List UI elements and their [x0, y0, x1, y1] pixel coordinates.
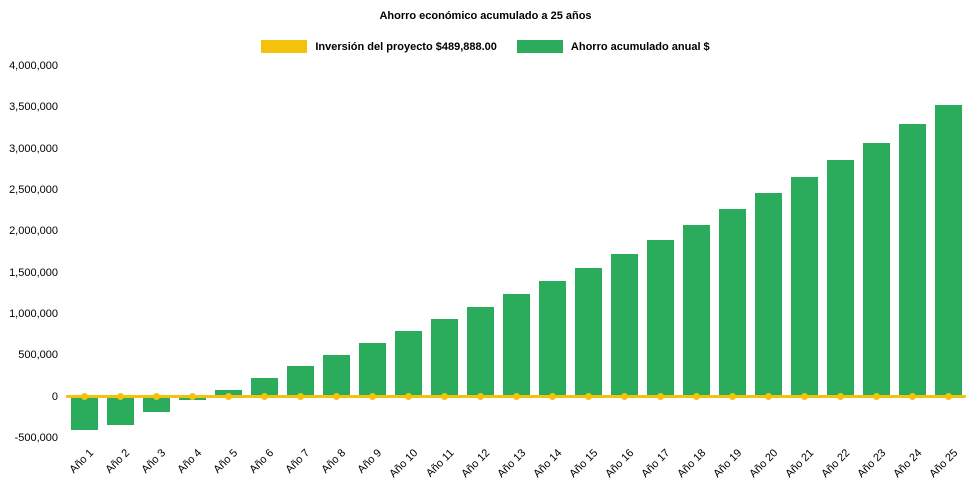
x-axis-label: Año 4: [175, 447, 205, 476]
line-point-año-11[interactable]: [440, 393, 448, 401]
legend-item-investment[interactable]: Inversión del proyecto $489,888.00: [261, 40, 497, 53]
bar-año-23[interactable]: [862, 142, 890, 397]
legend-label-investment: Inversión del proyecto $489,888.00: [315, 40, 497, 53]
line-point-año-25[interactable]: [944, 393, 952, 401]
x-axis-label: Año 11: [423, 447, 457, 480]
x-axis-label: Año 7: [283, 447, 313, 476]
line-point-año-10[interactable]: [404, 393, 412, 401]
bar-año-1[interactable]: [70, 396, 98, 430]
savings-bar-swatch: [516, 40, 563, 53]
chart-legend: Inversión del proyecto $489,888.00 Ahorr…: [0, 40, 971, 53]
bar-año-2[interactable]: [106, 396, 134, 425]
legend-label-savings: Ahorro acumulado anual $: [570, 40, 710, 53]
line-point-año-13[interactable]: [512, 393, 520, 401]
bar-año-14[interactable]: [538, 280, 566, 397]
chart-title: Ahorro económico acumulado a 25 años: [379, 10, 592, 22]
x-axis-label: Año 19: [711, 447, 745, 481]
x-axis-label: Año 6: [247, 447, 277, 476]
bar-año-11[interactable]: [430, 318, 458, 397]
y-axis-label: 0: [51, 390, 58, 403]
line-point-año-18[interactable]: [692, 393, 700, 401]
y-axis-label: 4,000,000: [9, 60, 58, 72]
y-axis-label: 2,000,000: [9, 225, 58, 238]
line-point-año-16[interactable]: [620, 393, 628, 401]
y-axis-label: -500,000: [14, 432, 58, 444]
line-point-año-2[interactable]: [116, 393, 124, 401]
bar-año-25[interactable]: [934, 104, 962, 397]
x-axis-label: Año 23: [855, 447, 889, 481]
bar-año-16[interactable]: [610, 253, 638, 397]
x-axis-label: Año 9: [355, 447, 385, 476]
line-point-año-17[interactable]: [656, 393, 664, 401]
x-axis-label: Año 17: [639, 447, 673, 481]
x-axis-label: Año 3: [139, 447, 169, 476]
line-point-año-15[interactable]: [584, 393, 592, 401]
x-axis-label: Año 8: [319, 447, 349, 476]
line-point-año-23[interactable]: [872, 393, 880, 401]
bar-año-22[interactable]: [826, 160, 854, 397]
y-axis-label: 500,000: [18, 349, 58, 362]
line-point-año-3[interactable]: [152, 393, 160, 401]
x-axis-label: Año 14: [531, 447, 565, 481]
bar-año-19[interactable]: [718, 209, 746, 397]
line-point-año-22[interactable]: [836, 393, 844, 401]
x-axis-label: Año 25: [927, 447, 961, 481]
y-axis-label: 2,500,000: [9, 184, 58, 196]
line-point-año-19[interactable]: [728, 393, 736, 401]
y-axis: 4,000,000 3,500,000 3,000,000 2,500,000 2,00…: [0, 60, 58, 446]
bar-año-20[interactable]: [754, 193, 782, 397]
x-axis-label: Año 5: [211, 447, 241, 476]
line-point-año-8[interactable]: [332, 393, 340, 401]
x-axis-label: Año 15: [567, 447, 601, 481]
legend-item-savings[interactable]: Ahorro acumulado anual $: [516, 40, 710, 53]
x-axis: Año 1 Año 2 Año 3 Año 4 Año 5 Año 6 Año 7 Año 8…: [66, 442, 966, 484]
bar-año-21[interactable]: [790, 176, 818, 397]
line-point-año-6[interactable]: [260, 393, 268, 401]
line-point-año-7[interactable]: [296, 393, 304, 401]
line-point-año-21[interactable]: [800, 393, 808, 401]
bar-año-10[interactable]: [394, 330, 422, 397]
y-axis-label: 3,500,000: [9, 101, 58, 114]
line-point-año-20[interactable]: [764, 393, 772, 401]
x-axis-label: Año 1: [67, 447, 97, 476]
bar-año-7[interactable]: [286, 366, 314, 397]
x-axis-label: Año 12: [459, 447, 493, 481]
bar-año-6[interactable]: [250, 377, 278, 397]
x-axis-label: Año 16: [603, 447, 637, 481]
investment-line-swatch: [261, 40, 308, 53]
line-point-año-14[interactable]: [548, 393, 556, 401]
bar-año-18[interactable]: [682, 224, 710, 397]
plot-area: [66, 66, 966, 438]
bar-año-17[interactable]: [646, 239, 674, 397]
line-point-año-24[interactable]: [908, 393, 916, 401]
x-axis-label: Año 2: [103, 447, 133, 476]
bar-año-12[interactable]: [466, 307, 494, 397]
bar-año-13[interactable]: [502, 294, 530, 397]
line-point-año-9[interactable]: [368, 393, 376, 401]
line-point-año-4[interactable]: [188, 393, 196, 401]
x-axis-label: Año 22: [819, 447, 853, 481]
x-axis-label: Año 18: [675, 447, 709, 481]
x-axis-label: Año 13: [495, 447, 529, 481]
line-point-año-5[interactable]: [224, 393, 232, 401]
line-point-año-12[interactable]: [476, 393, 484, 401]
x-axis-label: Año 24: [891, 447, 925, 481]
bar-año-8[interactable]: [322, 354, 350, 397]
y-axis-label: 1,500,000: [9, 266, 58, 279]
x-axis-label: Año 21: [783, 447, 817, 481]
x-axis-label: Año 10: [387, 447, 421, 481]
y-axis-label: 3,000,000: [9, 142, 58, 155]
bar-año-3[interactable]: [142, 396, 170, 413]
x-axis-label: Año 20: [747, 447, 781, 481]
line-point-año-1[interactable]: [80, 393, 88, 401]
y-axis-label: 1,000,000: [9, 308, 58, 320]
bar-año-15[interactable]: [574, 267, 602, 397]
bar-año-9[interactable]: [358, 342, 386, 397]
bar-año-24[interactable]: [898, 123, 926, 397]
